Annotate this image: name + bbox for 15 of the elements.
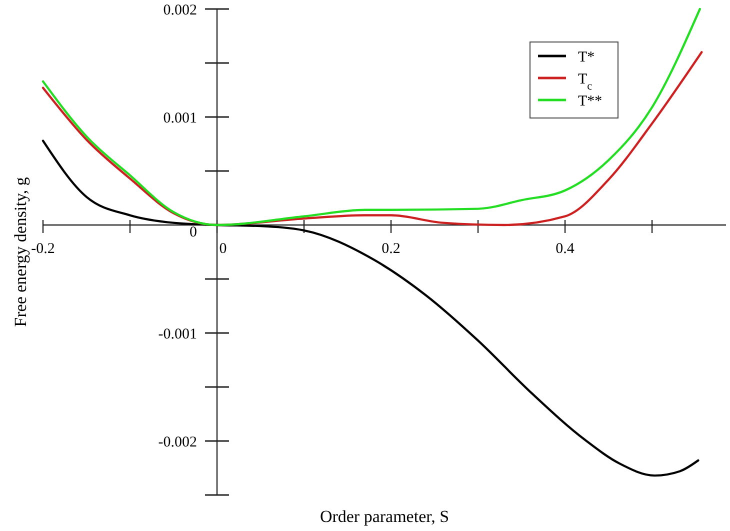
legend-label: T**	[578, 93, 602, 110]
x-tick-label: 0.4	[556, 241, 575, 257]
y-tick-label: 0.001	[163, 110, 198, 126]
y-axis-title: Free energy density, g	[11, 176, 30, 327]
x-tick-label: 0	[219, 241, 227, 257]
legend-label: T$_{c}$	[578, 71, 592, 92]
y-tick-label: -0.002	[158, 434, 198, 450]
x-tick-label: 0.2	[382, 241, 400, 257]
x-axis-title: Order parameter, S	[320, 507, 450, 526]
legend-label: T*	[578, 49, 595, 66]
y-tick-label: -0.001	[158, 326, 198, 342]
y-tick-label: 0	[190, 224, 198, 240]
x-tick-label: -0.2	[31, 241, 55, 257]
y-tick-label: 0.002	[163, 2, 198, 18]
line-series	[42, 51, 703, 226]
